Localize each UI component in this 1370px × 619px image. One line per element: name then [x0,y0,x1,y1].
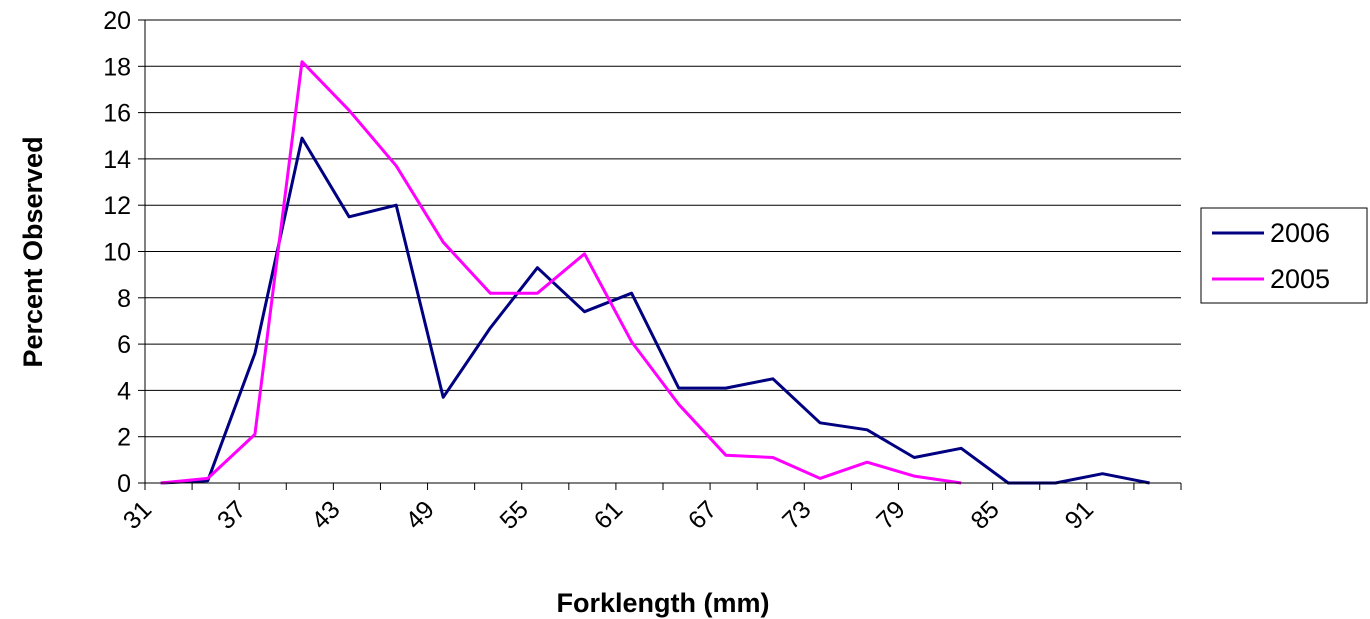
x-tick-label: 73 [777,495,816,534]
series-lines [160,60,1150,485]
y-tick-labels: 0 2 4 6 8 10 12 14 16 18 20 [103,7,131,498]
y-tick-label: 18 [103,53,131,81]
y-tick-label: 4 [117,377,131,405]
y-tick-label: 10 [103,239,131,267]
x-tick-label: 91 [1060,495,1099,534]
y-tick-label: 14 [103,146,131,174]
x-tick-label: 67 [683,495,722,534]
x-tick-label: 43 [306,495,345,534]
y-tick-label: 12 [103,192,131,220]
series-line-2005 [160,60,962,485]
x-tick-label: 31 [118,495,157,534]
x-tick-label: 79 [871,495,910,534]
y-tick-label: 6 [117,331,131,359]
y-tick-label: 0 [117,470,131,498]
plot-area [138,19,1182,490]
x-tick-labels: 31 37 43 49 55 61 67 73 79 85 91 [118,495,1099,534]
legend-box [1200,207,1368,304]
y-tick-label: 16 [103,100,131,128]
y-tick-label: 2 [117,424,131,452]
x-tick-label: 61 [589,495,628,534]
legend-label-2006: 2006 [1270,218,1330,248]
axes [138,19,1182,490]
x-tick-label: 49 [400,495,439,534]
x-tick-label: 55 [495,495,534,534]
series-line-2006 [160,136,1150,485]
x-axis-title: Forklength (mm) [557,588,770,618]
y-axis-title: Percent Observed [18,136,48,367]
x-tick-label: 85 [965,495,1004,534]
gridlines [145,19,1181,438]
y-tick-label: 8 [117,285,131,313]
y-tick-label: 20 [103,7,131,35]
x-tick-label: 37 [212,495,251,534]
legend-label-2005: 2005 [1270,264,1330,294]
legend: 2006 2005 [1200,207,1368,304]
